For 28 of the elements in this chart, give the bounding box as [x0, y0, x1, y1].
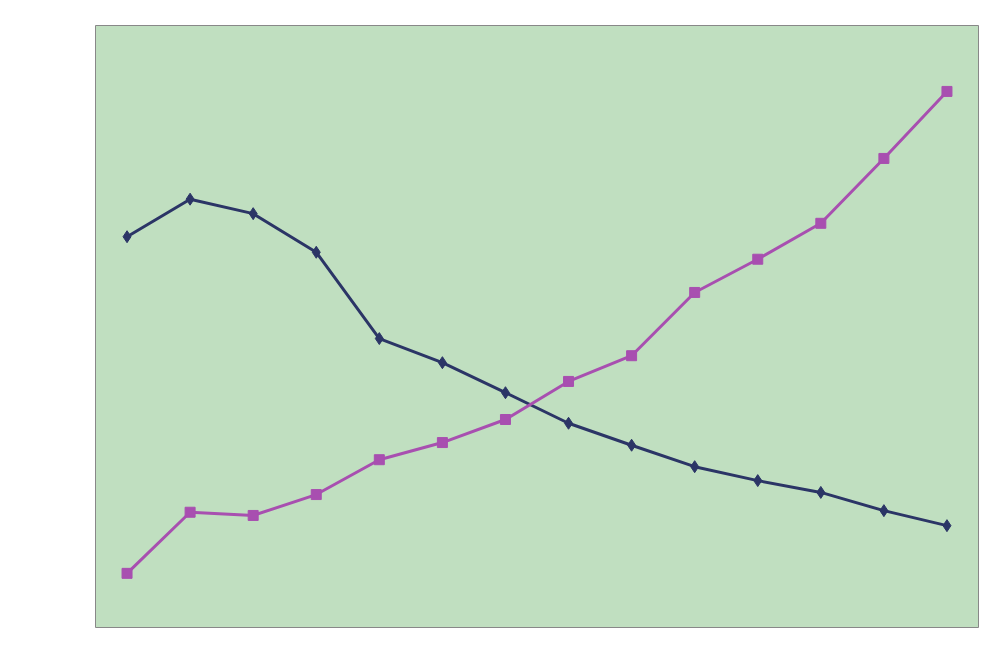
point [878, 152, 890, 164]
point [436, 437, 448, 449]
point [753, 474, 763, 488]
point [311, 245, 321, 259]
point [816, 485, 826, 499]
point [185, 192, 195, 206]
point [184, 506, 196, 518]
point [247, 509, 259, 521]
point [248, 207, 258, 221]
point [563, 375, 575, 387]
point [121, 567, 133, 579]
point [499, 414, 511, 426]
point [626, 350, 638, 362]
point [942, 519, 952, 533]
point [500, 386, 510, 400]
point [373, 454, 385, 466]
point [689, 286, 701, 298]
point [122, 230, 132, 244]
point [564, 416, 574, 430]
point [815, 217, 827, 229]
point [627, 438, 637, 452]
point [310, 489, 322, 501]
point [752, 253, 764, 265]
point [374, 332, 384, 346]
point [690, 460, 700, 474]
point [941, 85, 953, 97]
point [437, 356, 447, 370]
point [879, 504, 889, 518]
